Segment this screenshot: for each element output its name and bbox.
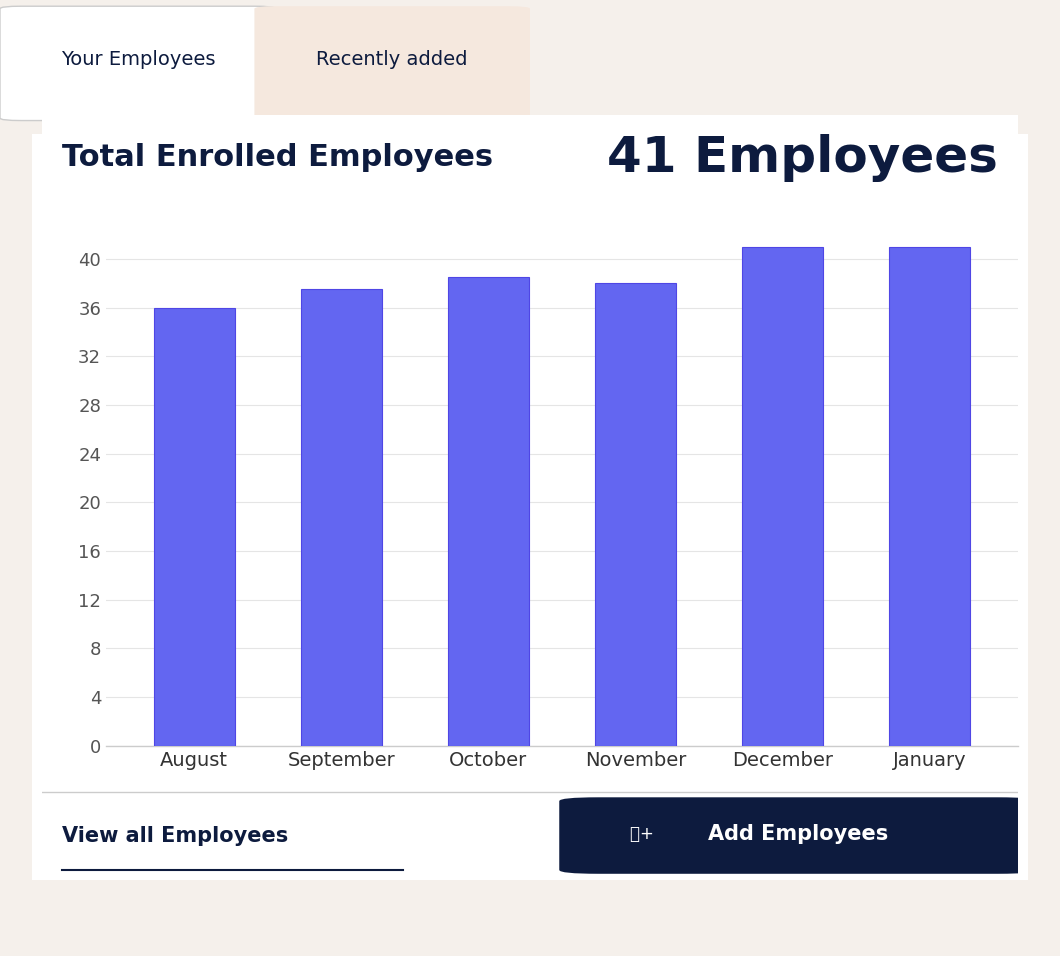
Bar xyxy=(595,283,676,746)
Text: 41 Employees: 41 Employees xyxy=(607,134,999,182)
FancyBboxPatch shape xyxy=(254,7,530,120)
Bar xyxy=(448,277,529,746)
Text: View all Employees: View all Employees xyxy=(61,827,288,846)
Text: ⁠👤+: ⁠👤+ xyxy=(631,825,654,842)
Bar xyxy=(889,247,970,746)
Bar xyxy=(154,308,234,746)
Text: Total Enrolled Employees: Total Enrolled Employees xyxy=(61,143,493,172)
Bar xyxy=(301,290,382,746)
Text: Add Employees: Add Employees xyxy=(708,824,888,843)
FancyBboxPatch shape xyxy=(0,7,276,120)
Text: Your Employees: Your Employees xyxy=(60,50,215,69)
Bar xyxy=(742,247,823,746)
Text: Recently added: Recently added xyxy=(317,50,467,69)
FancyBboxPatch shape xyxy=(560,797,1037,874)
